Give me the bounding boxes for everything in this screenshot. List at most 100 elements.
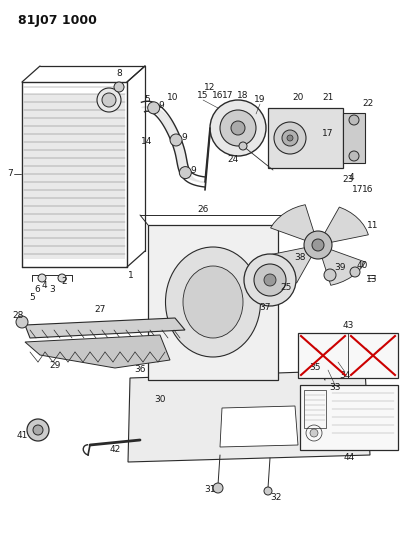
Text: 81J07 1000: 81J07 1000 <box>18 14 97 27</box>
Text: 14: 14 <box>141 138 153 147</box>
Circle shape <box>220 110 256 146</box>
Text: 9: 9 <box>159 101 164 110</box>
Circle shape <box>58 274 66 282</box>
Circle shape <box>16 316 28 328</box>
Circle shape <box>231 121 245 135</box>
Text: 3: 3 <box>49 285 55 294</box>
Circle shape <box>304 231 332 259</box>
Text: 30: 30 <box>154 395 166 405</box>
Bar <box>298 333 398 378</box>
Text: 17: 17 <box>222 92 234 101</box>
Text: 12: 12 <box>204 83 216 92</box>
Text: 34: 34 <box>339 370 351 379</box>
Text: 4: 4 <box>41 280 47 289</box>
Text: 7: 7 <box>7 169 13 179</box>
Text: 11: 11 <box>367 221 379 230</box>
Text: 39: 39 <box>334 263 346 272</box>
Ellipse shape <box>166 247 261 357</box>
Text: 17: 17 <box>322 128 334 138</box>
Circle shape <box>350 267 360 277</box>
Circle shape <box>102 93 116 107</box>
Circle shape <box>324 269 336 281</box>
Text: 10: 10 <box>167 93 179 101</box>
Polygon shape <box>270 205 315 241</box>
Text: 2: 2 <box>61 277 67 286</box>
Circle shape <box>38 274 46 282</box>
Text: 9: 9 <box>190 166 196 175</box>
Polygon shape <box>128 370 370 462</box>
Circle shape <box>148 102 160 114</box>
Text: 19: 19 <box>254 95 266 104</box>
Circle shape <box>114 82 124 92</box>
Ellipse shape <box>183 266 243 338</box>
Text: 42: 42 <box>109 446 120 455</box>
Text: 32: 32 <box>270 494 282 503</box>
Text: 33: 33 <box>329 384 341 392</box>
Text: 26: 26 <box>197 206 209 214</box>
Circle shape <box>264 274 276 286</box>
Circle shape <box>274 122 306 154</box>
Circle shape <box>244 254 296 306</box>
Text: 31: 31 <box>204 486 216 495</box>
Circle shape <box>210 100 266 156</box>
Text: 9: 9 <box>181 133 187 142</box>
Text: 40: 40 <box>356 262 368 271</box>
Text: 15: 15 <box>197 92 209 101</box>
Text: 16: 16 <box>212 92 224 101</box>
Text: 22: 22 <box>363 99 374 108</box>
Bar <box>343 113 365 163</box>
Circle shape <box>33 425 43 435</box>
Text: 24: 24 <box>227 156 239 165</box>
Text: 27: 27 <box>94 305 106 314</box>
Bar <box>24 94 125 259</box>
Circle shape <box>314 359 322 367</box>
Circle shape <box>349 151 359 161</box>
Text: 35: 35 <box>309 364 321 373</box>
Text: 37: 37 <box>259 303 271 312</box>
Text: 5: 5 <box>29 293 35 302</box>
Circle shape <box>27 419 49 441</box>
Circle shape <box>213 483 223 493</box>
Polygon shape <box>25 335 170 368</box>
Text: 41: 41 <box>16 431 28 440</box>
Text: 6: 6 <box>34 285 40 294</box>
Circle shape <box>312 239 324 251</box>
Polygon shape <box>321 249 365 285</box>
Text: 25: 25 <box>280 282 292 292</box>
Polygon shape <box>25 318 185 338</box>
Circle shape <box>264 487 272 495</box>
Circle shape <box>282 130 298 146</box>
Circle shape <box>287 135 293 141</box>
Text: 36: 36 <box>134 366 146 375</box>
Bar <box>300 385 398 450</box>
Polygon shape <box>220 406 298 447</box>
Text: 5: 5 <box>144 95 150 104</box>
Circle shape <box>254 264 286 296</box>
Text: 38: 38 <box>294 254 306 262</box>
Text: 28: 28 <box>12 311 24 319</box>
Text: 18: 18 <box>237 92 249 101</box>
Text: 17: 17 <box>352 185 364 195</box>
Text: 44: 44 <box>343 454 355 463</box>
Text: 43: 43 <box>342 320 354 329</box>
Text: 16: 16 <box>362 185 374 195</box>
Circle shape <box>349 115 359 125</box>
Circle shape <box>310 429 318 437</box>
Text: 13: 13 <box>366 276 378 285</box>
Bar <box>148 225 278 380</box>
Text: 20: 20 <box>292 93 304 102</box>
Text: 8: 8 <box>116 69 122 78</box>
Bar <box>304 390 326 428</box>
Circle shape <box>179 167 192 179</box>
Circle shape <box>97 88 121 112</box>
Polygon shape <box>268 247 313 283</box>
Text: 4: 4 <box>348 174 354 182</box>
Circle shape <box>239 142 247 150</box>
Polygon shape <box>323 207 368 243</box>
Bar <box>268 108 343 168</box>
Text: 1: 1 <box>128 271 134 279</box>
Text: 23: 23 <box>342 175 354 184</box>
Text: 29: 29 <box>49 360 61 369</box>
Circle shape <box>170 134 182 146</box>
Text: 21: 21 <box>322 93 334 102</box>
